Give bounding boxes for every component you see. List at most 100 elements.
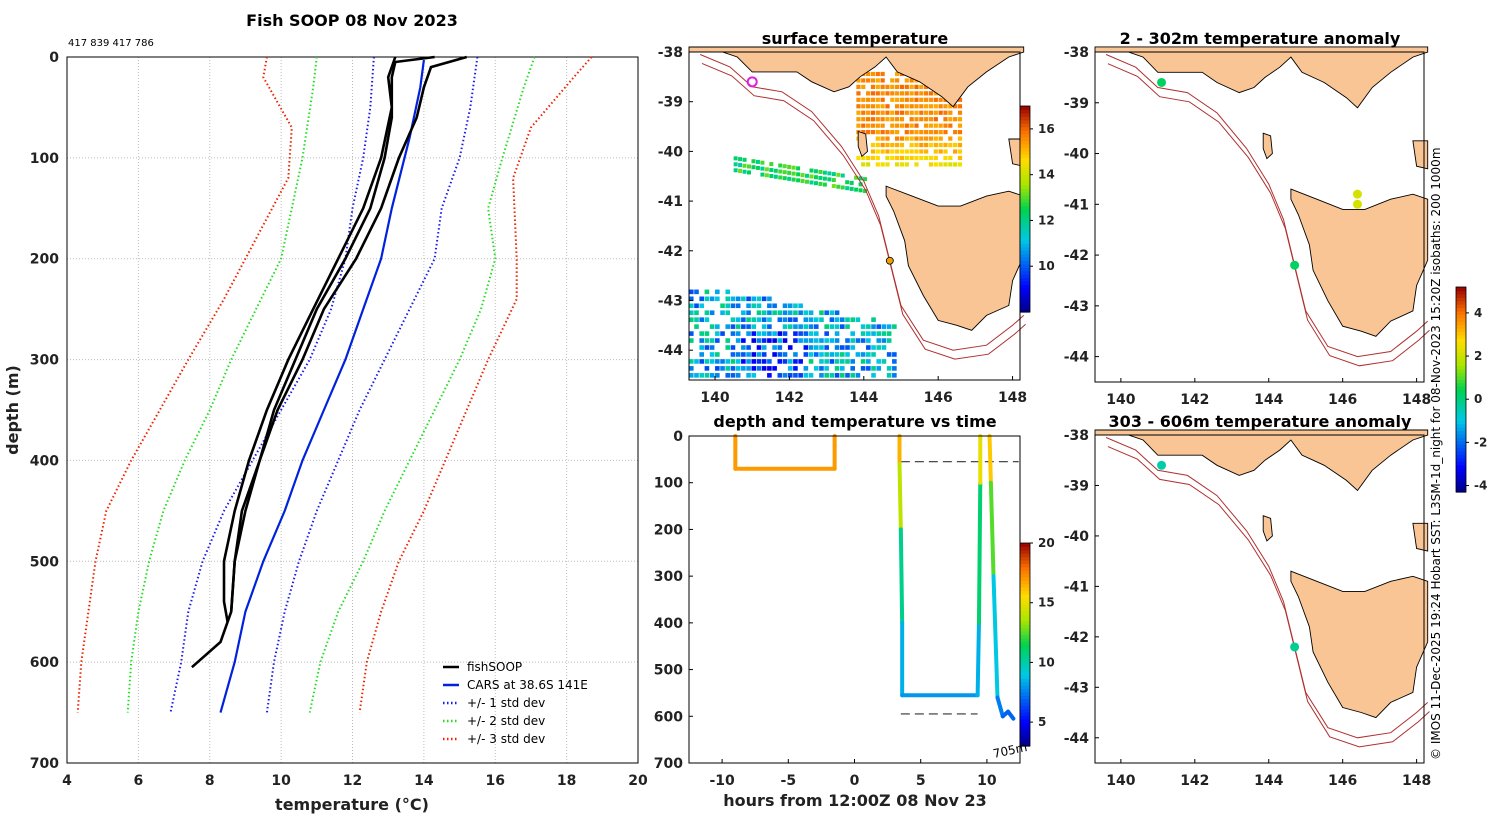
anomaly-colorbar-segment <box>1456 437 1466 442</box>
sst-pixel <box>880 97 885 102</box>
sst-colorbar-segment <box>1020 106 1030 111</box>
sst-pixel <box>777 352 783 357</box>
sst-pixel <box>866 71 871 77</box>
sst-colorbar-segment <box>1020 195 1030 200</box>
sst-pixel <box>943 149 948 154</box>
sst-colorbar-segment <box>1020 140 1030 145</box>
depthtime-colorbar-segment <box>1020 688 1030 693</box>
depthtime-colorbar-segment <box>1020 580 1030 585</box>
sst-colorbar-segment <box>1020 130 1030 135</box>
sst-pixel <box>938 97 943 102</box>
sst-pixel <box>787 317 793 322</box>
sst-pixel <box>919 142 924 148</box>
sst-pixel <box>725 310 731 316</box>
depthtime-colorbar-segment <box>1020 614 1030 619</box>
sst-pixel <box>782 352 788 357</box>
sst-pixel <box>957 130 963 135</box>
sst-pixel <box>818 181 823 186</box>
sst-pixel <box>767 317 772 322</box>
sst-pixel <box>777 359 783 364</box>
sst-map-ytick-label: -43 <box>658 293 683 309</box>
sst-pixel <box>735 303 741 309</box>
sst-pixel <box>928 162 934 167</box>
sst-pixel <box>798 310 803 316</box>
depthtime-colorbar-segment <box>1020 634 1030 639</box>
sst-pixel <box>880 162 885 167</box>
sst-pixel <box>866 91 871 96</box>
sst-pixel <box>730 373 736 378</box>
anomaly-colorbar-segment <box>1456 430 1466 435</box>
sst-pixel <box>919 104 924 109</box>
sst-pixel <box>866 366 871 371</box>
sst-pixel <box>824 310 829 316</box>
sst-pixel <box>938 110 943 115</box>
sst-pixel <box>839 345 845 350</box>
sst-pixel <box>689 373 694 378</box>
sst-pixel <box>756 338 762 343</box>
sst-pixel <box>809 174 814 179</box>
profile-ytick-label: 0 <box>49 50 59 66</box>
sst-pixel <box>845 352 850 357</box>
depthtime-colorbar-segment <box>1020 651 1030 656</box>
depthtime-colorbar-segment <box>1020 654 1030 659</box>
sst-pixel <box>904 104 909 109</box>
anomaly-colorbar-segment <box>1456 413 1466 418</box>
sst-pixel <box>720 359 725 364</box>
depthtime-track-1 <box>897 462 903 532</box>
anomaly-colorbar-segment <box>1456 389 1466 394</box>
sst-pixel <box>870 130 876 135</box>
sst-pixel <box>819 345 824 350</box>
anom1-map-anomaly-point <box>1157 77 1167 87</box>
sst-pixel <box>850 338 856 343</box>
sst-colorbar-segment <box>1020 287 1030 292</box>
sst-map-xtick-label: 146 <box>924 390 953 406</box>
sst-pixel <box>787 373 793 378</box>
sst-pixel <box>709 359 715 364</box>
sst-pixel <box>787 366 793 371</box>
sst-pixel <box>694 310 699 316</box>
sst-pixel <box>831 172 836 177</box>
sst-pixel <box>933 104 938 109</box>
anom1-map-xtick-label: 144 <box>1254 392 1283 408</box>
sst-pixel <box>741 324 746 329</box>
anomaly-colorbar-segment <box>1456 328 1466 333</box>
sst-pixel <box>928 130 934 135</box>
sst-colorbar-segment <box>1020 147 1030 152</box>
sst-pixel <box>881 359 887 364</box>
sst-pixel <box>909 142 914 148</box>
sst-pixel <box>953 117 958 122</box>
sst-pixel <box>699 373 705 378</box>
sst-colorbar-frame <box>1019 105 1031 313</box>
sst-pixel <box>957 162 963 167</box>
depthtime-colorbar-segment <box>1020 617 1030 622</box>
anomaly-colorbar-frame <box>1455 286 1467 493</box>
sst-pixel <box>899 142 905 148</box>
sst-pixel <box>813 181 818 186</box>
sst-pixel <box>855 317 861 322</box>
profile-ytick-label: 600 <box>30 655 59 671</box>
depthtime-track-2 <box>987 434 993 485</box>
sst-pixel <box>782 338 788 343</box>
sst-pixel <box>856 123 861 128</box>
sst-pixel <box>924 130 929 135</box>
sst-colorbar-segment <box>1020 133 1030 138</box>
sst-pixel <box>733 168 738 173</box>
sst-pixel <box>870 110 876 115</box>
sst-pixel <box>866 97 871 102</box>
depthtime-colorbar-segment <box>1020 549 1030 554</box>
sst-pixel <box>870 123 876 128</box>
sst-pixel <box>895 149 900 154</box>
sst-pixel <box>895 104 900 109</box>
depthtime-colorbar-segment <box>1020 566 1030 571</box>
sst-pixel <box>813 324 819 329</box>
depthtime-colorbar-segment <box>1020 742 1030 747</box>
sst-pixel <box>803 331 809 336</box>
sst-pixel <box>831 184 836 189</box>
anomaly-colorbar-segment <box>1456 454 1466 459</box>
sst-pixel <box>928 155 934 161</box>
sst-pixel <box>793 310 798 316</box>
sst-pixel <box>924 97 929 102</box>
sst-pixel <box>928 136 934 141</box>
sst-pixel <box>747 170 752 175</box>
